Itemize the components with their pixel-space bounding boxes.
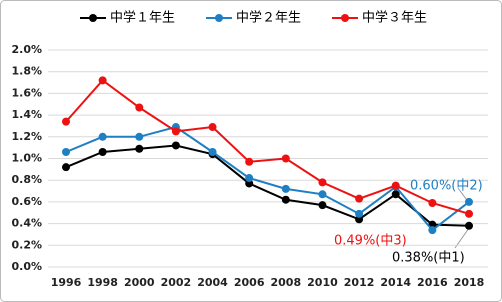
data-point bbox=[465, 221, 473, 230]
y-tick-label: 1.2% bbox=[11, 130, 42, 143]
x-tick-label: 1998 bbox=[87, 276, 118, 289]
x-tick-label: 2008 bbox=[271, 276, 302, 289]
x-tick-label: 2000 bbox=[124, 276, 155, 289]
data-point bbox=[208, 123, 217, 132]
legend-label: 中学１年生 bbox=[110, 10, 175, 26]
y-tick-label: 2.0% bbox=[11, 43, 42, 56]
y-tick-label: 1.0% bbox=[11, 152, 42, 165]
y-tick-label: 1.8% bbox=[11, 65, 42, 78]
series-line bbox=[65, 144, 470, 227]
y-tick-label: 0.4% bbox=[11, 217, 42, 230]
leader-line bbox=[454, 227, 470, 249]
x-tick-label: 2006 bbox=[234, 276, 265, 289]
annotation: 0.49%(中3) bbox=[334, 234, 407, 249]
y-tick-label: 1.4% bbox=[11, 108, 42, 121]
data-point bbox=[62, 163, 70, 172]
data-point bbox=[245, 174, 254, 183]
data-point bbox=[391, 181, 400, 190]
legend-label: 中学３年生 bbox=[362, 10, 427, 26]
annotation: 0.60%(中2) bbox=[410, 179, 483, 194]
x-tick-label: 2016 bbox=[417, 276, 448, 289]
x-tick-label: 2004 bbox=[197, 276, 228, 289]
y-tick-label: 0.6% bbox=[11, 195, 42, 208]
y-tick-label: 0.2% bbox=[11, 238, 42, 251]
data-point bbox=[355, 194, 364, 203]
data-point bbox=[171, 141, 180, 150]
data-point bbox=[98, 132, 107, 141]
data-point bbox=[281, 184, 290, 193]
legend-label: 中学２年生 bbox=[236, 10, 301, 26]
legend-marker bbox=[89, 14, 97, 22]
series-line bbox=[65, 125, 470, 232]
data-point bbox=[465, 209, 473, 218]
x-tick-label: 2002 bbox=[161, 276, 192, 289]
data-point bbox=[318, 178, 327, 187]
x-tick-label: 2010 bbox=[307, 276, 338, 289]
data-point bbox=[98, 76, 107, 85]
x-tick-label: 2018 bbox=[454, 276, 485, 289]
data-point bbox=[281, 154, 290, 163]
annotation: 0.38%(中1) bbox=[392, 251, 465, 266]
y-tick-label: 0.0% bbox=[11, 260, 42, 273]
data-point bbox=[62, 117, 70, 126]
data-point bbox=[245, 157, 254, 166]
data-point bbox=[318, 201, 327, 210]
x-tick-label: 1996 bbox=[51, 276, 82, 289]
data-point bbox=[281, 195, 290, 204]
data-point bbox=[465, 197, 473, 206]
data-point bbox=[428, 198, 437, 207]
data-point bbox=[428, 226, 437, 235]
data-point bbox=[318, 190, 327, 199]
y-tick-label: 0.8% bbox=[11, 173, 42, 186]
data-point bbox=[135, 103, 144, 112]
x-tick-label: 2014 bbox=[380, 276, 411, 289]
data-point bbox=[171, 127, 180, 136]
data-point bbox=[98, 147, 107, 156]
legend-marker bbox=[215, 14, 223, 22]
data-point bbox=[208, 147, 217, 156]
data-point bbox=[135, 144, 144, 153]
data-point bbox=[355, 209, 364, 218]
y-tick-label: 1.6% bbox=[11, 86, 42, 99]
legend-marker bbox=[341, 14, 349, 22]
x-tick-label: 2012 bbox=[344, 276, 375, 289]
series-line bbox=[65, 79, 470, 215]
data-point bbox=[391, 190, 400, 199]
data-point bbox=[62, 147, 70, 156]
data-point bbox=[135, 132, 144, 141]
